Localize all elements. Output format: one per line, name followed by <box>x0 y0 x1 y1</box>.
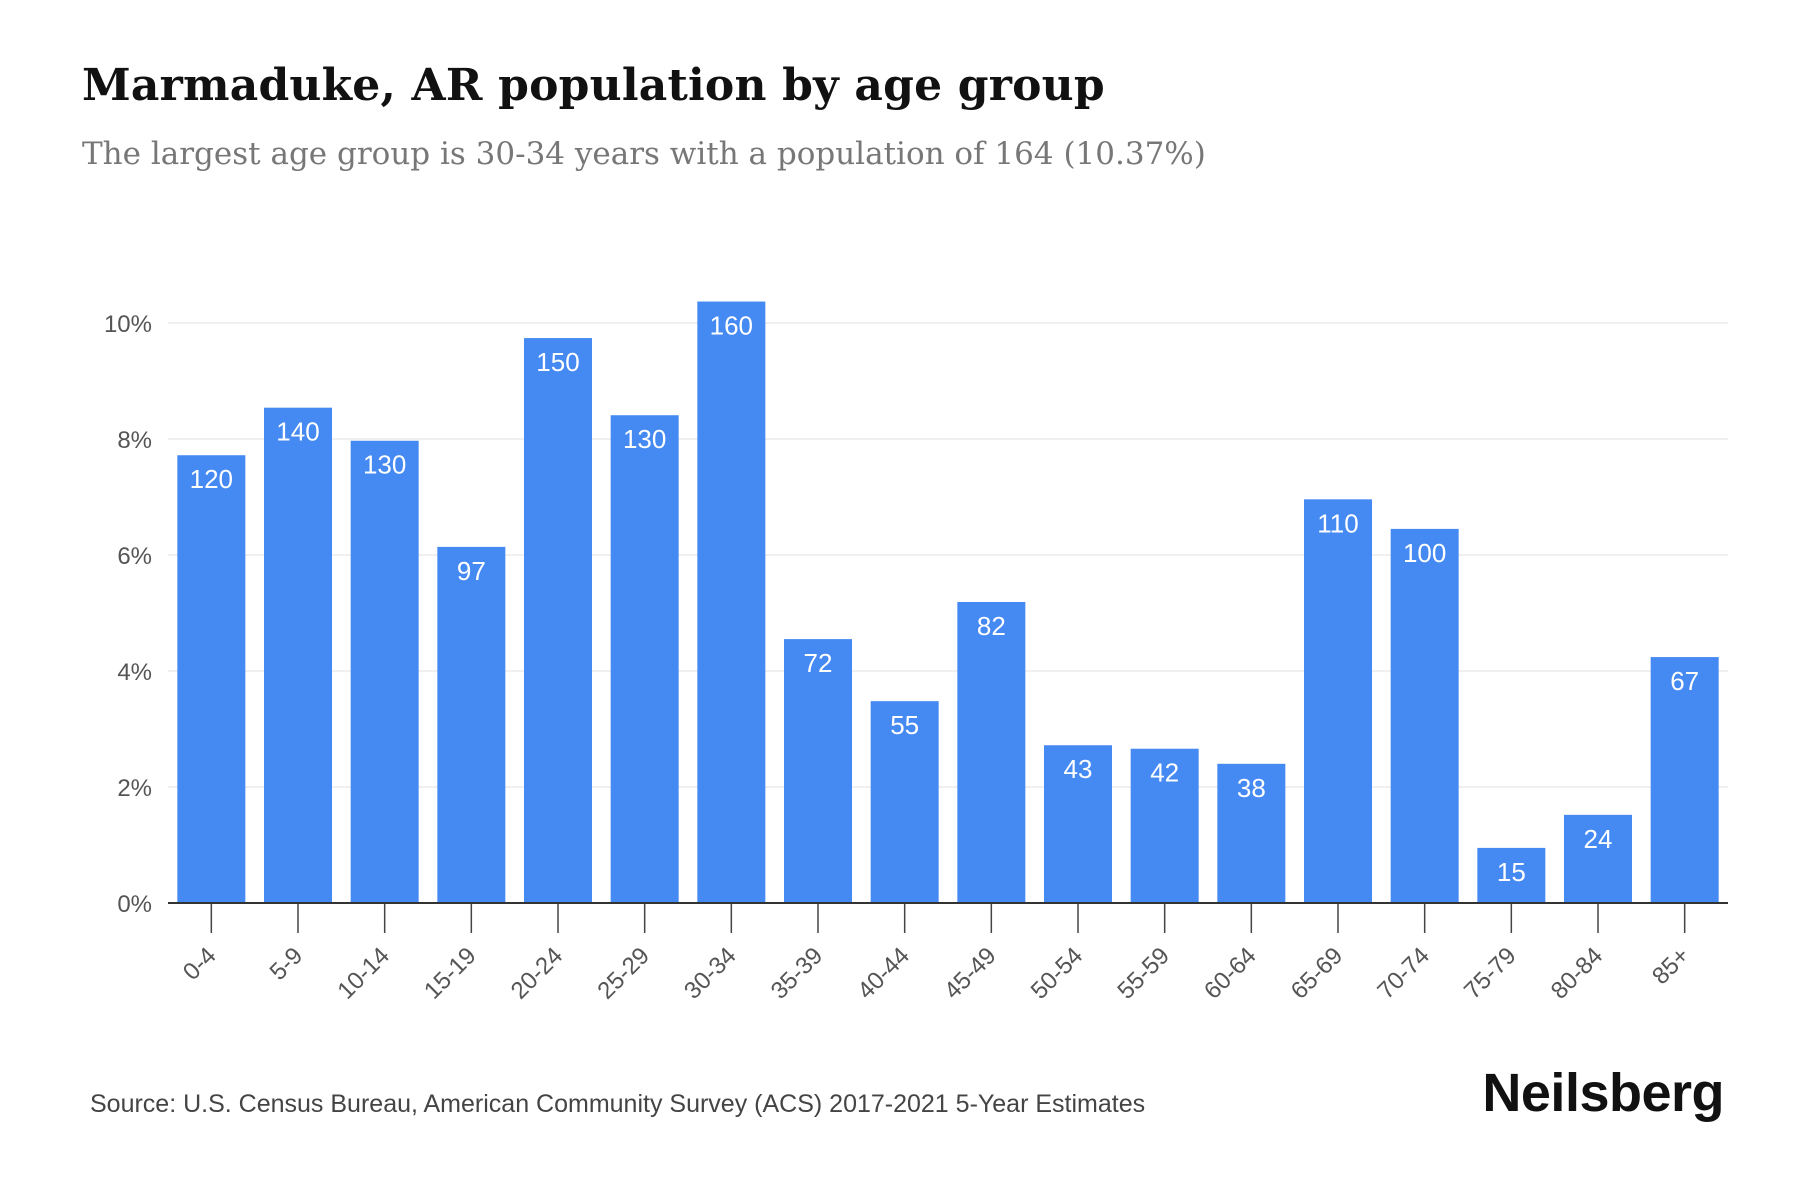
bar-value-label: 15 <box>1497 857 1526 887</box>
bar-50-54 <box>1044 745 1112 903</box>
x-tick-label: 55-59 <box>1112 942 1175 1005</box>
x-tick-label: 15-19 <box>419 942 482 1005</box>
bar-value-label: 55 <box>890 710 919 740</box>
bar-55-59 <box>1130 748 1199 903</box>
bar-30-34 <box>697 301 766 903</box>
bar-value-label: 24 <box>1584 824 1613 854</box>
chart-title: Marmaduke, AR population by age group <box>82 60 1105 111</box>
x-tick-label: 40-44 <box>852 942 915 1005</box>
x-tick-label: 45-49 <box>939 942 1002 1005</box>
bar-value-label: 82 <box>977 611 1006 641</box>
bars <box>177 301 1719 904</box>
x-tick-label: 60-64 <box>1199 942 1262 1005</box>
y-tick-label: 8% <box>117 427 152 454</box>
bar-value-label: 160 <box>710 311 753 341</box>
bar-85+ <box>1650 657 1719 903</box>
y-tick-label: 4% <box>117 659 152 686</box>
y-tick-label: 0% <box>117 891 152 918</box>
bar-60-64 <box>1217 763 1286 903</box>
x-tick-label: 5-9 <box>265 942 309 986</box>
bar-80-84 <box>1564 814 1632 903</box>
bar-value-labels: 120 140 130 97 150 130 160 72 55 82 43 42 38 110 100 15… <box>190 311 1699 887</box>
bar-40-44 <box>870 701 939 903</box>
x-tick-label: 30-34 <box>679 942 742 1005</box>
bar-20-24 <box>524 338 592 904</box>
gridlines <box>168 322 1728 788</box>
bar-0-4 <box>177 455 246 903</box>
bar-35-39 <box>784 639 852 903</box>
bar-value-label: 43 <box>1064 754 1093 784</box>
x-tick-label: 35-39 <box>766 942 829 1005</box>
bar-value-label: 150 <box>536 347 579 377</box>
bar-value-label: 120 <box>190 464 233 494</box>
x-tick-label: 25-29 <box>592 942 655 1005</box>
chart-subtitle: The largest age group is 30-34 years wit… <box>82 136 1206 172</box>
bar-25-29 <box>610 415 679 903</box>
bar-value-label: 72 <box>804 648 833 678</box>
bar-value-label: 130 <box>363 450 406 480</box>
bar-75-79 <box>1477 847 1546 903</box>
source-note: Source: U.S. Census Bureau, American Com… <box>90 1090 1146 1118</box>
bar-chart: 120 140 130 97 150 130 160 72 55 82 43 42 38 110 100 15… <box>104 301 1728 1005</box>
x-tick-label: 0-4 <box>178 942 222 986</box>
bar-value-label: 130 <box>623 424 666 454</box>
x-tick-label: 10-14 <box>332 942 395 1005</box>
bar-65-69 <box>1304 499 1372 903</box>
bar-value-label: 110 <box>1317 508 1358 538</box>
bar-15-19 <box>437 546 506 903</box>
x-tick-label: 65-69 <box>1286 942 1349 1005</box>
bar-45-49 <box>957 601 1026 903</box>
y-tick-label: 10% <box>104 311 152 338</box>
bar-value-label: 100 <box>1403 538 1446 568</box>
x-tick-label: 50-54 <box>1026 942 1089 1005</box>
bar-5-9 <box>264 407 332 903</box>
y-tick-label: 2% <box>117 775 152 802</box>
bar-value-label: 67 <box>1670 666 1699 696</box>
x-tick-label: 85+ <box>1647 942 1695 990</box>
x-tick-label: 70-74 <box>1372 942 1435 1005</box>
x-tick-label: 80-84 <box>1546 942 1609 1005</box>
bar-70-74 <box>1390 528 1459 903</box>
bar-value-label: 42 <box>1150 758 1179 788</box>
brand-logo: Neilsberg <box>1482 1063 1724 1123</box>
bar-value-label: 97 <box>457 556 486 586</box>
x-tick-label: 20-24 <box>506 942 569 1005</box>
bar-value-label: 38 <box>1237 773 1266 803</box>
x-tick-label: 75-79 <box>1459 942 1522 1005</box>
bar-value-label: 140 <box>276 417 319 447</box>
y-tick-label: 6% <box>117 543 152 570</box>
bar-10-14 <box>350 440 419 903</box>
